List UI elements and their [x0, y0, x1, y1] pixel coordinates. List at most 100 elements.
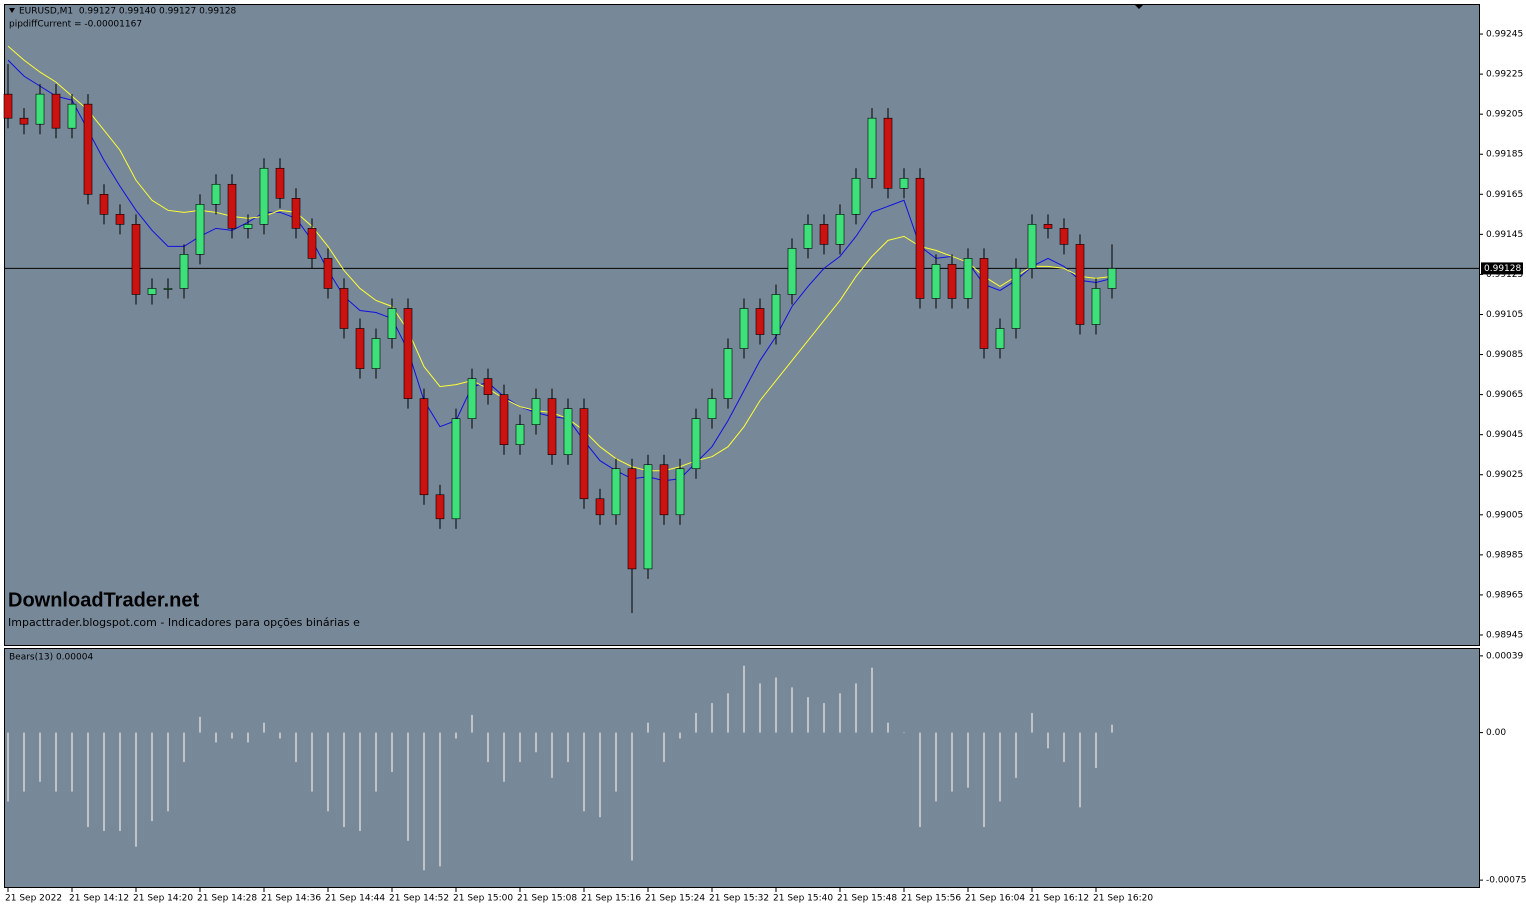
candle-body — [19, 117, 29, 125]
bar — [967, 732, 969, 788]
y-tick-label: 0.99205 — [1486, 110, 1523, 120]
watermark: DownloadTrader.net — [8, 589, 199, 611]
bar — [487, 732, 489, 763]
candle-body — [787, 248, 797, 295]
candle-body — [851, 177, 861, 215]
collapse-icon — [9, 8, 15, 13]
bar — [1031, 712, 1033, 733]
candle-body — [611, 468, 621, 516]
bar — [679, 732, 681, 739]
y-tick-label: 0.99045 — [1486, 430, 1523, 440]
bar — [343, 732, 345, 828]
candle-body — [435, 494, 445, 520]
y-tick-label: 0.98985 — [1486, 550, 1523, 560]
candle-body — [547, 398, 557, 456]
x-tick-label: 21 Sep 15:40 — [773, 894, 833, 904]
bar — [631, 732, 633, 861]
indicator-title: Bears(13) 0.00004 — [9, 653, 93, 663]
y-tick-label: 0.99165 — [1486, 190, 1523, 200]
candle-body — [1043, 224, 1053, 229]
candle-body — [1107, 268, 1117, 289]
bar — [1047, 732, 1049, 749]
bar — [823, 703, 825, 733]
y-tick-label: 0.99145 — [1486, 230, 1523, 240]
bar — [839, 693, 841, 733]
candle-body — [739, 308, 749, 349]
candle-body — [35, 93, 45, 125]
bar — [151, 732, 153, 822]
bar — [55, 732, 57, 792]
x-tick-label: 21 Sep 15:24 — [645, 894, 705, 904]
y-tick-label: 0.99245 — [1486, 30, 1523, 40]
bar — [695, 712, 697, 733]
x-tick-label: 21 Sep 15:08 — [517, 894, 577, 904]
bar — [1015, 732, 1017, 778]
candle-body — [147, 288, 157, 295]
y-tick-label: 0.99125 — [1486, 270, 1523, 280]
candle-body — [3, 93, 13, 119]
y-tick-label: 0.99025 — [1486, 470, 1523, 480]
moving-average — [7, 59, 1113, 482]
current-price-label: 0.99128 — [1484, 264, 1521, 274]
bar — [87, 732, 89, 828]
candle-body — [931, 264, 941, 299]
bar — [103, 732, 105, 831]
candle-body — [691, 418, 701, 470]
candle-body — [1027, 224, 1037, 269]
current-price-box — [1481, 262, 1523, 275]
candle-body — [771, 294, 781, 335]
candle-body — [451, 418, 461, 520]
candle-body — [835, 214, 845, 245]
bar — [119, 732, 121, 831]
x-tick-label: 21 Sep 15:16 — [581, 894, 641, 904]
candle-body — [67, 103, 77, 129]
x-tick-label: 21 Sep 14:44 — [325, 894, 385, 904]
bar — [919, 732, 921, 828]
candle-body — [483, 378, 493, 395]
x-tick-label: 21 Sep 15:00 — [453, 894, 513, 904]
candle-body — [707, 398, 717, 419]
candle-body — [163, 288, 173, 290]
bar — [1111, 724, 1113, 733]
y-tick-label: 0.99185 — [1486, 150, 1523, 160]
candle-body — [1011, 268, 1021, 329]
x-tick-label: 21 Sep 14:36 — [261, 894, 321, 904]
candle-body — [659, 464, 669, 516]
bar — [311, 732, 313, 792]
bar — [567, 732, 569, 763]
bar — [1095, 732, 1097, 768]
candle-body — [83, 103, 93, 195]
bar — [71, 732, 73, 792]
bar — [39, 732, 41, 782]
candle-body — [723, 348, 733, 399]
candle-body — [1059, 228, 1069, 245]
candle-body — [1091, 288, 1101, 325]
candle-body — [675, 468, 685, 516]
candle-body — [291, 198, 301, 229]
candle-body — [1075, 244, 1085, 325]
y-tick-label: 0.00039 — [1486, 651, 1523, 661]
candle-body — [979, 258, 989, 349]
candle-body — [467, 378, 477, 419]
x-tick-label: 21 Sep 14:52 — [389, 894, 449, 904]
bar — [583, 732, 585, 812]
bar — [391, 732, 393, 772]
candle-body — [51, 93, 61, 129]
x-tick-label: 21 Sep 15:48 — [837, 894, 897, 904]
bar — [135, 732, 137, 847]
bar — [775, 677, 777, 733]
candle-body — [179, 254, 189, 289]
bar — [327, 732, 329, 812]
candle-body — [275, 167, 285, 199]
bar — [439, 732, 441, 867]
bar — [503, 732, 505, 782]
bar — [295, 732, 297, 763]
candle-body — [595, 498, 605, 516]
candle-body — [499, 394, 509, 445]
indicator-pane — [4, 648, 1480, 888]
bar — [167, 732, 169, 812]
y-tick-label: -0.00075 — [1486, 876, 1526, 886]
bar — [647, 722, 649, 733]
candle-body — [963, 258, 973, 299]
